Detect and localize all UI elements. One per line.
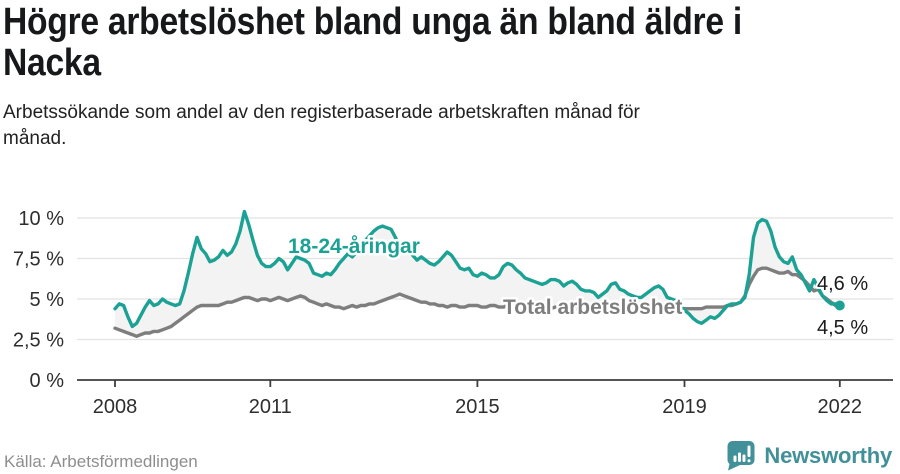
- newsworthy-logo: Newsworthy: [726, 440, 892, 471]
- header: Högre arbetslöshet bland unga än bland ä…: [3, 2, 897, 152]
- end-value-label-0: 4,6 %: [817, 273, 868, 295]
- newsworthy-bubble-chart-icon: [727, 441, 755, 471]
- chart-svg: 0 % 2,5 % 5 % 7,5 % 10 % 2008 2011 2015 2019 2022…: [13, 208, 893, 418]
- series-end-dot: [834, 300, 845, 311]
- x-tick-label: 2015: [455, 396, 500, 418]
- chart-subtitle: Arbetssökande som andel av den registerb…: [3, 102, 640, 149]
- y-tick-label: 7,5 %: [13, 249, 64, 271]
- x-tick-label: 2022: [818, 396, 863, 418]
- y-tick-label: 10 %: [18, 208, 64, 230]
- y-tick-label: 2,5 %: [13, 330, 64, 352]
- series-label-1: Total arbetslöshet: [503, 296, 682, 319]
- page-title-line1: Högre arbetslöshet bland unga än bland ä…: [3, 1, 742, 43]
- page-title-line2: Nacka: [3, 42, 101, 84]
- x-tick-label: 2008: [93, 396, 138, 418]
- fill-between-area: [115, 211, 840, 337]
- series-line-1: [113, 266, 842, 338]
- end-value-label-1: 4,5 %: [817, 317, 868, 339]
- source-note: Källa: Arbetsförmedlingen: [4, 452, 198, 471]
- line-chart: 0 % 2,5 % 5 % 7,5 % 10 % 2008 2011 2015 2019 2022…: [0, 190, 900, 430]
- series-line-0: [113, 209, 842, 329]
- series-label-0: 18-24-åringar: [288, 235, 420, 258]
- x-tick-label: 2011: [249, 396, 292, 418]
- newsworthy-wordmark: Newsworthy: [764, 442, 892, 468]
- y-tick-label: 0 %: [30, 370, 65, 392]
- y-tick-label: 5 %: [30, 289, 65, 311]
- x-tick-label: 2019: [662, 396, 707, 418]
